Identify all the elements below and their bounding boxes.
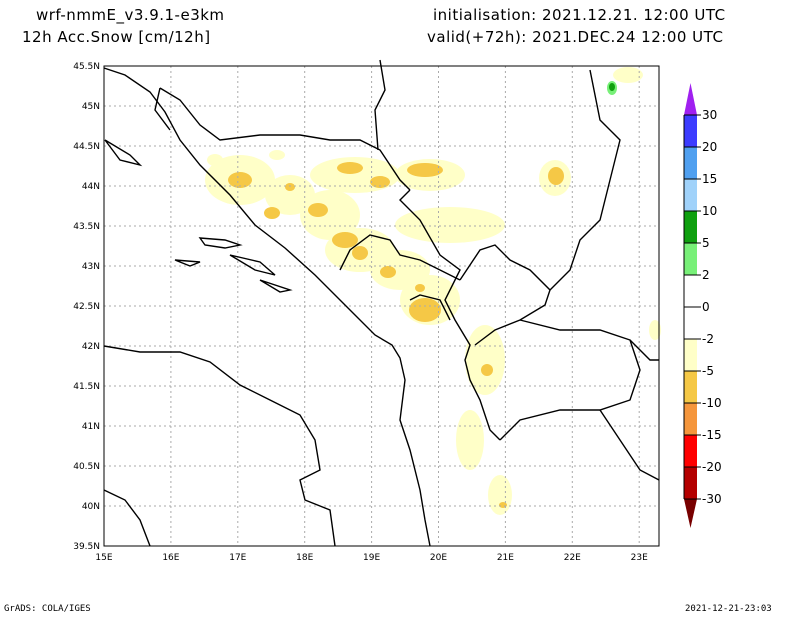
model-title: wrf-nmmE_v3.9.1-e3km — [36, 6, 225, 24]
colorbar-label: 15 — [702, 172, 717, 186]
colorbar-label: -10 — [702, 396, 722, 410]
lon-label: 15E — [95, 553, 112, 563]
colorbar-segment — [684, 179, 697, 211]
valid-time: valid(+72h): 2021.DEC.24 12:00 UTC — [427, 28, 724, 46]
variable-title: 12h Acc.Snow [cm/12h] — [22, 28, 211, 46]
colorbar-segment — [684, 243, 697, 275]
lat-label: 45.5N — [73, 62, 100, 72]
lat-label: 44N — [82, 182, 100, 192]
colorbar-label: -15 — [702, 428, 722, 442]
longitude-labels: 15E 16E 17E 18E 19E 20E 21E 22E 23E — [95, 553, 648, 563]
lat-label: 40N — [82, 502, 100, 512]
latitude-labels: 45.5N 45N 44.5N 44N 43.5N 43N 42.5N 42N 41.5N 41N… — [73, 62, 100, 552]
lat-label: 41.5N — [73, 382, 100, 392]
colorbar-segment — [684, 147, 697, 179]
colorbar-segment — [684, 307, 697, 339]
lat-label: 41N — [82, 422, 100, 432]
lat-label: 43.5N — [73, 222, 100, 232]
colorbar-label: 20 — [702, 140, 717, 154]
colorbar-label: -2 — [702, 332, 714, 346]
colorbar-label: 2 — [702, 268, 710, 282]
colorbar-segment — [684, 435, 697, 467]
lon-label: 21E — [497, 553, 514, 563]
lon-label: 16E — [162, 553, 179, 563]
colorbar-segment — [684, 339, 697, 371]
map-frame — [103, 65, 660, 547]
colorbar-top-arrow — [684, 83, 697, 115]
colorbar-label: 5 — [702, 236, 710, 250]
colorbar-segment — [684, 403, 697, 435]
lon-label: 19E — [363, 553, 380, 563]
lon-label: 18E — [296, 553, 313, 563]
lat-label: 42N — [82, 342, 100, 352]
lat-label: 39.5N — [73, 542, 100, 552]
lat-label: 42.5N — [73, 302, 100, 312]
snow-field — [205, 67, 661, 515]
colorbar-segment — [684, 115, 697, 147]
colorbar-segment — [684, 211, 697, 243]
lon-label: 22E — [564, 553, 581, 563]
colorbar-label: -5 — [702, 364, 714, 378]
colorbar-bottom-arrow — [684, 499, 697, 528]
footer-credit: GrADS: COLA/IGES — [4, 604, 91, 614]
colorbar-segment — [684, 275, 697, 307]
colorbar-label: -20 — [702, 460, 722, 474]
colorbar-label: -30 — [702, 492, 722, 506]
graticule — [104, 66, 659, 546]
footer-timestamp: 2021-12-21-23:03 — [685, 604, 772, 614]
lat-label: 44.5N — [73, 142, 100, 152]
coastlines-borders — [103, 59, 660, 547]
init-time: initialisation: 2021.12.21. 12:00 UTC — [433, 6, 726, 24]
lon-label: 23E — [631, 553, 648, 563]
lon-label: 20E — [430, 553, 447, 563]
lon-label: 17E — [229, 553, 246, 563]
colorbar-segment — [684, 467, 697, 499]
colorbar-segment — [684, 371, 697, 403]
colorbar-label: 10 — [702, 204, 717, 218]
lat-label: 45N — [82, 102, 100, 112]
lat-label: 43N — [82, 262, 100, 272]
colorbar-label: 0 — [702, 300, 710, 314]
colorbar-label: 30 — [702, 108, 717, 122]
lat-label: 40.5N — [73, 462, 100, 472]
